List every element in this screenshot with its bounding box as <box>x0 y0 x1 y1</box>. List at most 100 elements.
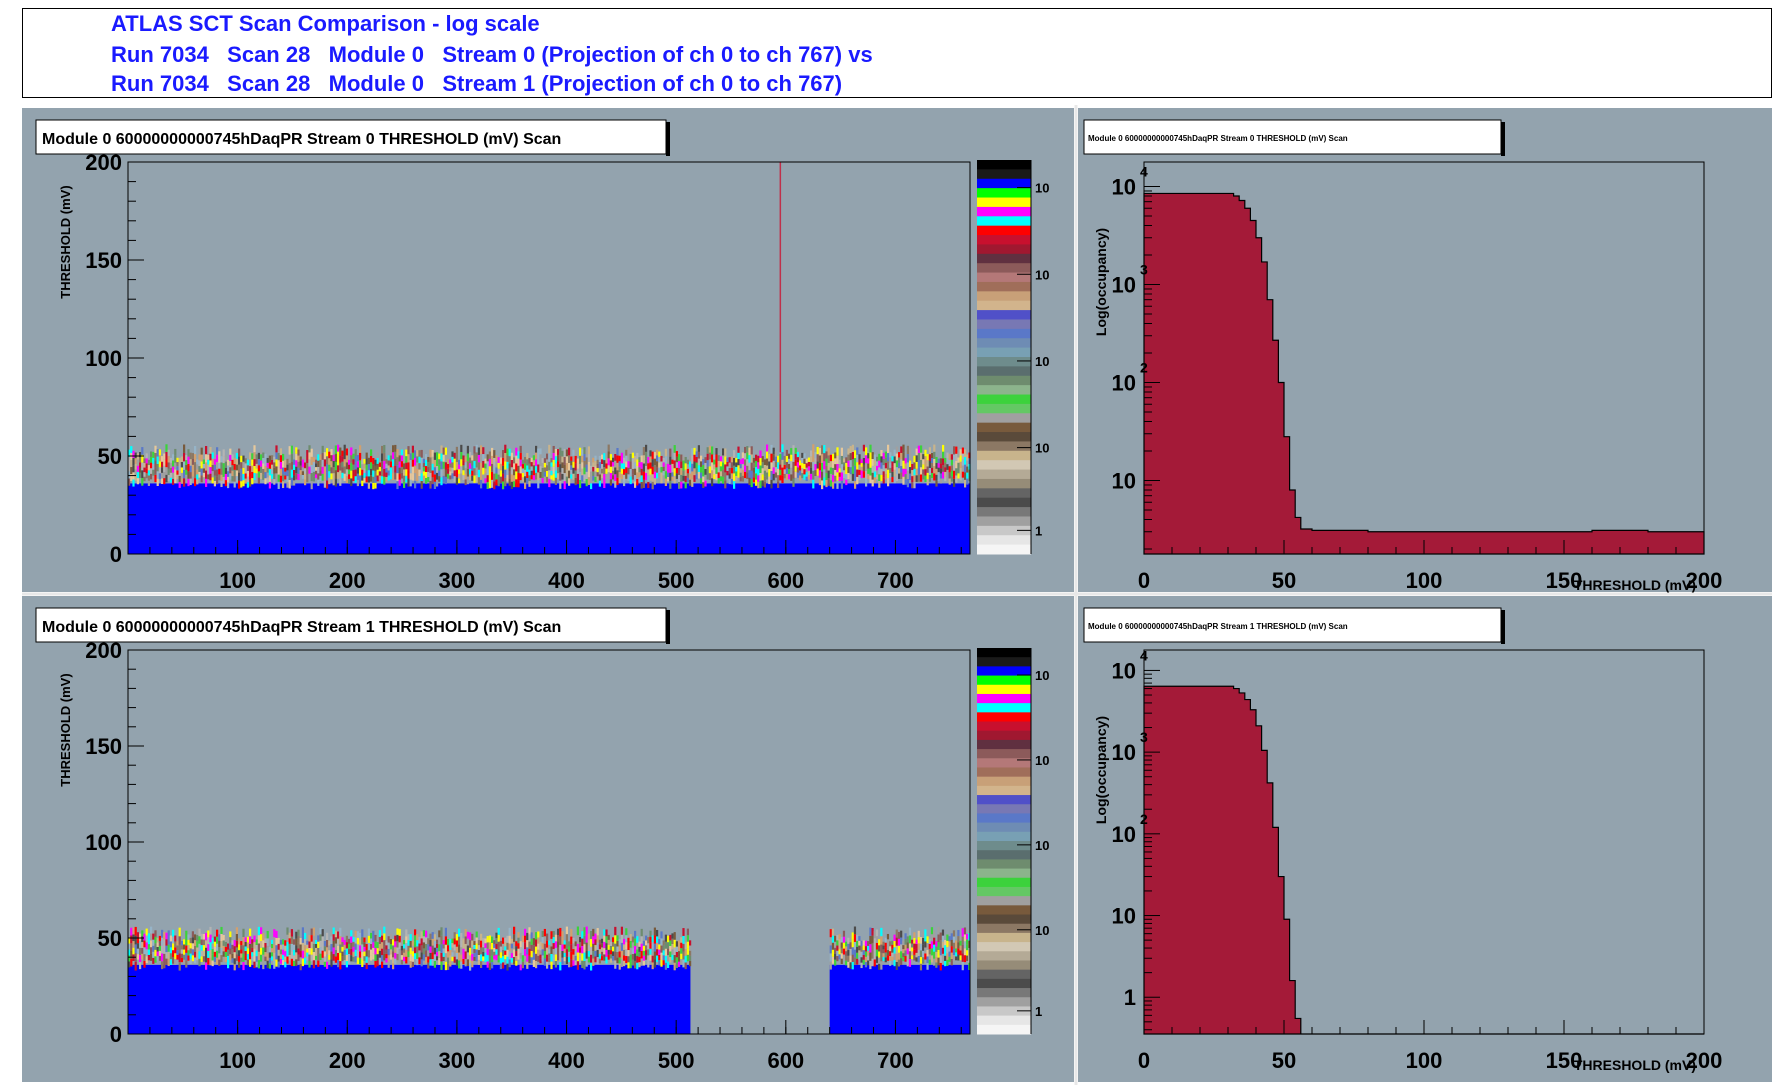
noise-cell <box>585 457 588 465</box>
noise-cell <box>246 465 249 471</box>
noise-cell <box>847 460 850 467</box>
colorbar-cell <box>977 366 1031 377</box>
noise-cell <box>319 927 322 935</box>
noise-cell <box>664 948 667 956</box>
noise-cell <box>257 926 260 936</box>
colorbar-cell <box>977 988 1031 998</box>
noise-cell <box>660 931 663 939</box>
noise-cell <box>183 478 186 487</box>
noise-cell <box>812 470 815 480</box>
noise-cell <box>282 959 285 966</box>
noise-cell <box>594 939 597 946</box>
noise-cell <box>488 963 491 971</box>
noise-cell <box>299 474 302 480</box>
noise-cell <box>730 478 733 485</box>
noise-cell <box>405 456 408 463</box>
noise-cell <box>660 461 663 467</box>
noise-cell <box>264 947 267 953</box>
noise-cell <box>317 941 320 948</box>
noise-cell <box>526 961 529 969</box>
noise-cell <box>222 449 225 457</box>
noise-cell <box>827 447 830 456</box>
noise-cell <box>394 465 397 473</box>
noise-cell <box>548 940 551 945</box>
noise-cell <box>295 466 298 474</box>
noise-cell <box>161 937 164 946</box>
noise-cell <box>647 961 650 968</box>
noise-cell <box>961 471 964 478</box>
noise-cell <box>141 477 144 486</box>
noise-cell <box>609 941 612 946</box>
noise-cell <box>565 941 568 950</box>
noise-cell <box>631 948 634 954</box>
noise-cell <box>427 956 430 963</box>
noise-cell <box>449 467 452 472</box>
noise-cell <box>961 961 964 971</box>
colorbar-cell <box>977 978 1031 989</box>
noise-cell <box>253 445 256 453</box>
noise-cell <box>172 454 175 461</box>
noise-cell <box>636 465 639 473</box>
noise-cell <box>480 445 483 455</box>
noise-cell <box>906 462 909 471</box>
noise-cell <box>886 950 890 956</box>
noise-cell <box>939 962 942 971</box>
noise-cell <box>856 946 859 953</box>
noise-cell <box>601 468 604 474</box>
noise-cell <box>891 944 894 949</box>
noise-cell <box>572 455 575 462</box>
noise-cell <box>966 939 969 945</box>
noise-cell <box>326 464 329 473</box>
noise-cell <box>594 466 597 472</box>
noise-cell <box>178 944 181 954</box>
colorbar-cell <box>977 357 1031 367</box>
noise-cell <box>667 955 670 962</box>
noise-cell <box>317 960 320 967</box>
noise-cell <box>462 465 465 471</box>
noise-cell <box>893 947 896 954</box>
noise-cell <box>297 954 300 961</box>
noise-cell <box>574 946 577 951</box>
noise-cell <box>466 476 469 485</box>
noise-cell <box>893 940 896 948</box>
noise-cell <box>785 461 788 468</box>
noise-cell <box>299 461 302 466</box>
noise-cell <box>429 472 432 481</box>
noise-cell <box>268 455 271 463</box>
noise-cell <box>211 937 214 944</box>
noise-cell <box>178 481 181 488</box>
noise-cell <box>891 471 894 477</box>
noise-cell <box>915 461 918 469</box>
noise-cell <box>583 927 586 936</box>
noise-cell <box>653 951 656 960</box>
noise-cell <box>143 463 146 468</box>
noise-cell <box>543 458 546 463</box>
noise-cell <box>614 960 617 969</box>
noise-cell <box>255 961 258 968</box>
noise-cell <box>409 479 412 487</box>
noise-cell <box>876 474 879 480</box>
title-box <box>35 607 667 643</box>
noise-cell <box>629 940 632 948</box>
noise-cell <box>519 958 522 965</box>
noise-cell <box>955 446 958 454</box>
colorbar-cell <box>977 776 1031 787</box>
noise-cell <box>308 452 311 460</box>
noise-cell <box>394 472 397 480</box>
noise-cell <box>506 448 509 456</box>
noise-cell <box>532 938 535 946</box>
noise-cell <box>227 949 230 956</box>
noise-cell <box>484 947 487 953</box>
noise-cell <box>909 473 912 480</box>
noise-cell <box>286 934 289 942</box>
noise-cell <box>772 447 775 455</box>
noise-cell <box>282 467 285 475</box>
noise-cell <box>337 451 340 459</box>
noise-cell <box>337 931 340 939</box>
noise-cell <box>605 468 608 474</box>
colorbar-cell <box>977 795 1031 805</box>
noise-cell <box>251 465 254 472</box>
noise-cell <box>598 474 601 481</box>
noise-cell <box>451 467 454 474</box>
